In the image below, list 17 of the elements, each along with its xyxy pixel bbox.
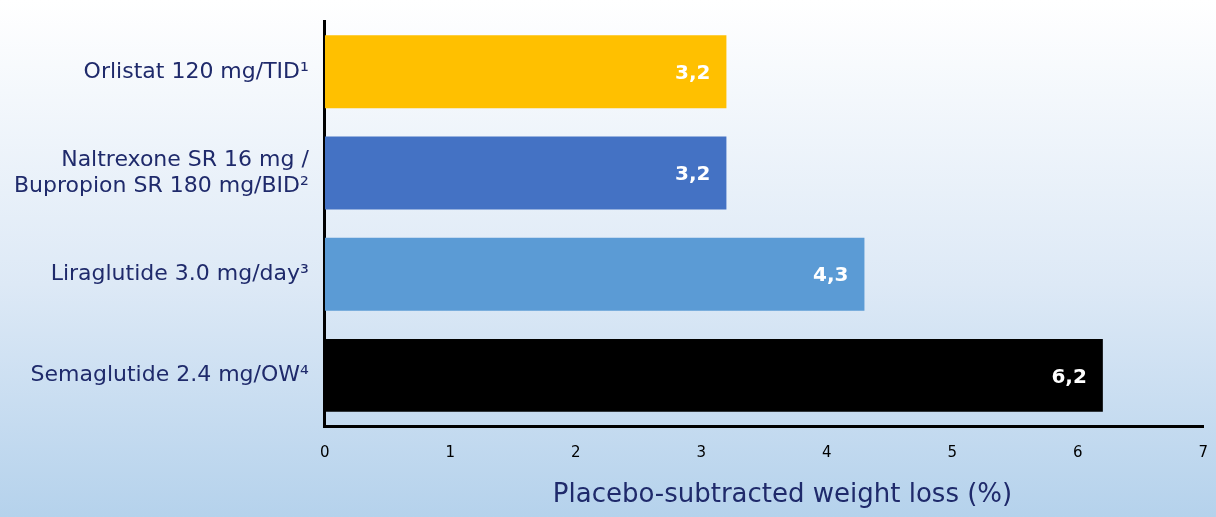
data-label: 6,2	[1051, 363, 1087, 388]
x-tick-label: 1	[445, 442, 456, 461]
data-label: 3,2	[674, 60, 711, 84]
y-tick-label: Orlistat 120 mg/TID¹	[83, 57, 309, 83]
y-tick-label: Naltrexone SR 16 mg / Bupropion SR 180 mg/BID²	[14, 145, 310, 197]
x-axis-title: Placebo-subtracted weight loss (%)	[551, 478, 1014, 508]
y-tick-label: Liraglutide 3.0 mg/day³	[50, 259, 309, 285]
x-tick-label: 2	[571, 442, 581, 461]
x-tick-label: 5	[947, 442, 958, 461]
x-tick-label: 3	[696, 442, 707, 461]
data-label: 4,3	[813, 262, 849, 287]
x-tick-label: 7	[1198, 442, 1208, 461]
x-tick-label: 0	[320, 442, 330, 461]
data-label: 3,2	[674, 161, 711, 186]
x-tick-label: 4	[822, 442, 832, 461]
x-tick-label: 6	[1072, 442, 1083, 461]
y-tick-label: Semaglutide 2.4 mg/OW⁴	[30, 361, 310, 387]
